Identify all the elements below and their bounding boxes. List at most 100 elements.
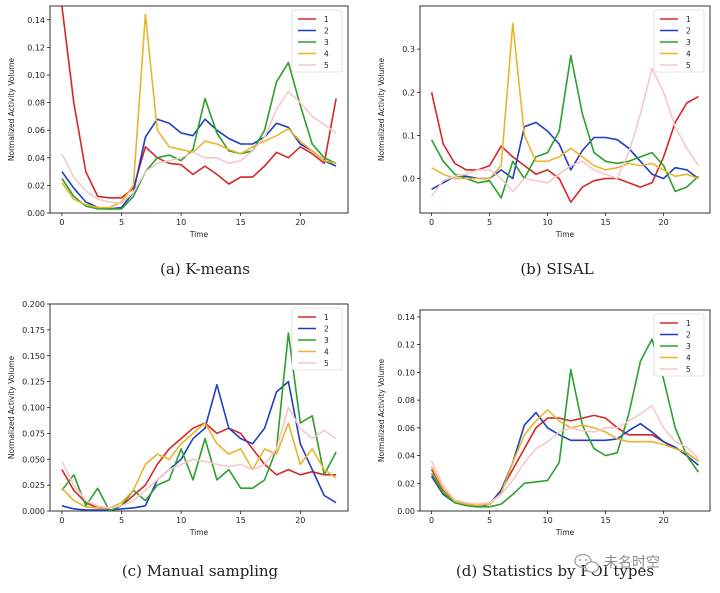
x-tick-label: 0 (59, 516, 64, 525)
x-axis-label: Time (555, 230, 575, 239)
series-line-4 (431, 22, 699, 180)
y-tick-label: 0.100 (22, 404, 45, 413)
y-tick-label: 0.06 (27, 126, 45, 135)
legend-label-5: 5 (686, 365, 691, 374)
y-tick-label: 0.075 (22, 429, 45, 438)
y-tick-label: 0.2 (402, 88, 415, 97)
legend-box (291, 9, 343, 73)
legend-label-5: 5 (324, 359, 329, 368)
chart-panel-a: 0 5 10 15 200.000.020.040.060.080.100.120.14… (7, 5, 349, 278)
chart-panel-c: 0 5 10 15 200.0000.0250.0500.0750.1000.1250.… (7, 300, 349, 580)
y-tick-label: 0.06 (397, 424, 415, 433)
series-line-3 (430, 54, 699, 199)
series-line-5 (430, 404, 699, 505)
y-tick-label: 0.08 (397, 396, 415, 405)
y-axis-label: Normalized Activity Volume (7, 57, 16, 161)
series-line-2 (61, 118, 337, 210)
y-tick-label: 0.150 (22, 352, 45, 361)
legend-label-3: 3 (324, 336, 329, 345)
legend-label-1: 1 (686, 15, 691, 24)
y-axis-label: Normalized Activity Volume (377, 57, 386, 161)
plot-frame (419, 5, 711, 214)
x-axis-label: Time (189, 230, 209, 239)
legend: 1 2 3 4 5 (653, 313, 705, 377)
x-tick-label: 10 (176, 218, 186, 227)
series-line-4 (430, 408, 699, 507)
legend-label-2: 2 (324, 325, 329, 334)
series-line-1 (61, 422, 337, 509)
legend: 1 2 3 4 5 (653, 9, 705, 73)
y-axis-label: Normalized Activity Volume (7, 355, 16, 459)
legend-label-4: 4 (686, 50, 691, 59)
legend-label-2: 2 (686, 331, 691, 340)
series-line-2 (430, 411, 699, 508)
y-tick-label: 0.14 (397, 313, 415, 322)
legend-label-1: 1 (324, 15, 329, 24)
y-tick-label: 0.3 (402, 45, 415, 54)
series-group (430, 22, 700, 203)
x-tick-label: 15 (236, 516, 246, 525)
x-tick-label: 20 (295, 218, 305, 227)
legend-label-3: 3 (686, 342, 691, 351)
y-axis-label: Normalized Activity Volume (377, 358, 386, 462)
x-tick-label: 15 (601, 516, 611, 525)
series-line-5 (430, 67, 700, 197)
legend: 1 2 3 4 5 (291, 307, 343, 371)
watermark-text: 未名时空 (604, 555, 660, 571)
series-line-5 (61, 406, 337, 509)
y-tick-label: 0.025 (22, 481, 45, 490)
panel-caption: (d) Statistics by POI types (456, 562, 654, 580)
x-tick-label: 20 (295, 516, 305, 525)
legend-box (653, 9, 705, 73)
y-tick-label: 0.1 (402, 131, 415, 140)
series-line-5 (61, 90, 337, 205)
legend-label-4: 4 (686, 354, 691, 363)
y-tick-label: 0.02 (397, 479, 415, 488)
series-line-4 (61, 422, 337, 509)
legend-label-3: 3 (324, 38, 329, 47)
wechat-icon (574, 553, 600, 573)
y-tick-label: 0.08 (27, 99, 45, 108)
legend-label-3: 3 (686, 38, 691, 47)
y-tick-label: 0.10 (27, 71, 45, 80)
legend-label-2: 2 (324, 27, 329, 36)
x-axis-label: Time (555, 528, 575, 537)
legend-label-4: 4 (324, 50, 329, 59)
series-line-1 (61, 6, 337, 199)
x-tick-label: 20 (659, 516, 669, 525)
x-tick-label: 5 (487, 516, 492, 525)
y-tick-label: 0.04 (27, 154, 45, 163)
legend-label-1: 1 (324, 313, 329, 322)
x-tick-label: 5 (487, 218, 492, 227)
series-line-1 (430, 92, 699, 203)
panel-caption: (b) SISAL (520, 260, 593, 278)
y-tick-label: 0.12 (397, 341, 415, 350)
series-line-4 (61, 13, 337, 209)
panel-caption: (a) K-means (160, 260, 250, 278)
x-tick-label: 5 (119, 516, 124, 525)
x-tick-label: 0 (59, 218, 64, 227)
y-tick-label: 0.12 (27, 43, 45, 52)
plot-frame (49, 5, 349, 214)
y-tick-label: 0.00 (397, 507, 415, 516)
y-tick-label: 0.04 (397, 452, 415, 461)
x-tick-label: 10 (543, 516, 553, 525)
series-group (61, 6, 337, 210)
legend: 1 2 3 4 5 (291, 9, 343, 73)
legend-label-4: 4 (324, 348, 329, 357)
y-tick-label: 0.0 (402, 175, 415, 184)
y-tick-label: 0.125 (22, 378, 45, 387)
watermark: 未名时空 (574, 553, 660, 573)
plot-frame (419, 309, 711, 512)
legend-label-5: 5 (324, 61, 329, 70)
series-line-1 (430, 414, 699, 507)
x-tick-label: 0 (429, 516, 434, 525)
x-axis-label: Time (189, 528, 209, 537)
panel-caption: (c) Manual sampling (122, 562, 279, 580)
legend-label-1: 1 (686, 319, 691, 328)
legend-label-2: 2 (686, 27, 691, 36)
legend-box (291, 307, 343, 371)
series-line-2 (61, 380, 337, 511)
